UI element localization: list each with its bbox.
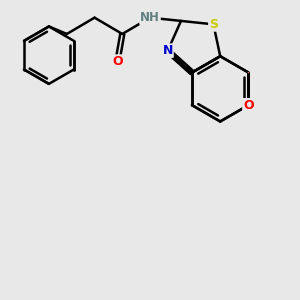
Text: NH: NH xyxy=(140,11,160,24)
Text: O: O xyxy=(112,55,123,68)
Text: O: O xyxy=(243,99,254,112)
Text: N: N xyxy=(163,44,173,57)
Text: O: O xyxy=(248,72,249,73)
Text: N: N xyxy=(163,44,173,57)
Text: O: O xyxy=(112,55,123,68)
Text: O: O xyxy=(243,99,254,112)
Text: S: S xyxy=(209,18,218,31)
Text: S: S xyxy=(209,18,218,31)
Text: NH: NH xyxy=(140,11,160,24)
Text: O: O xyxy=(243,99,254,112)
